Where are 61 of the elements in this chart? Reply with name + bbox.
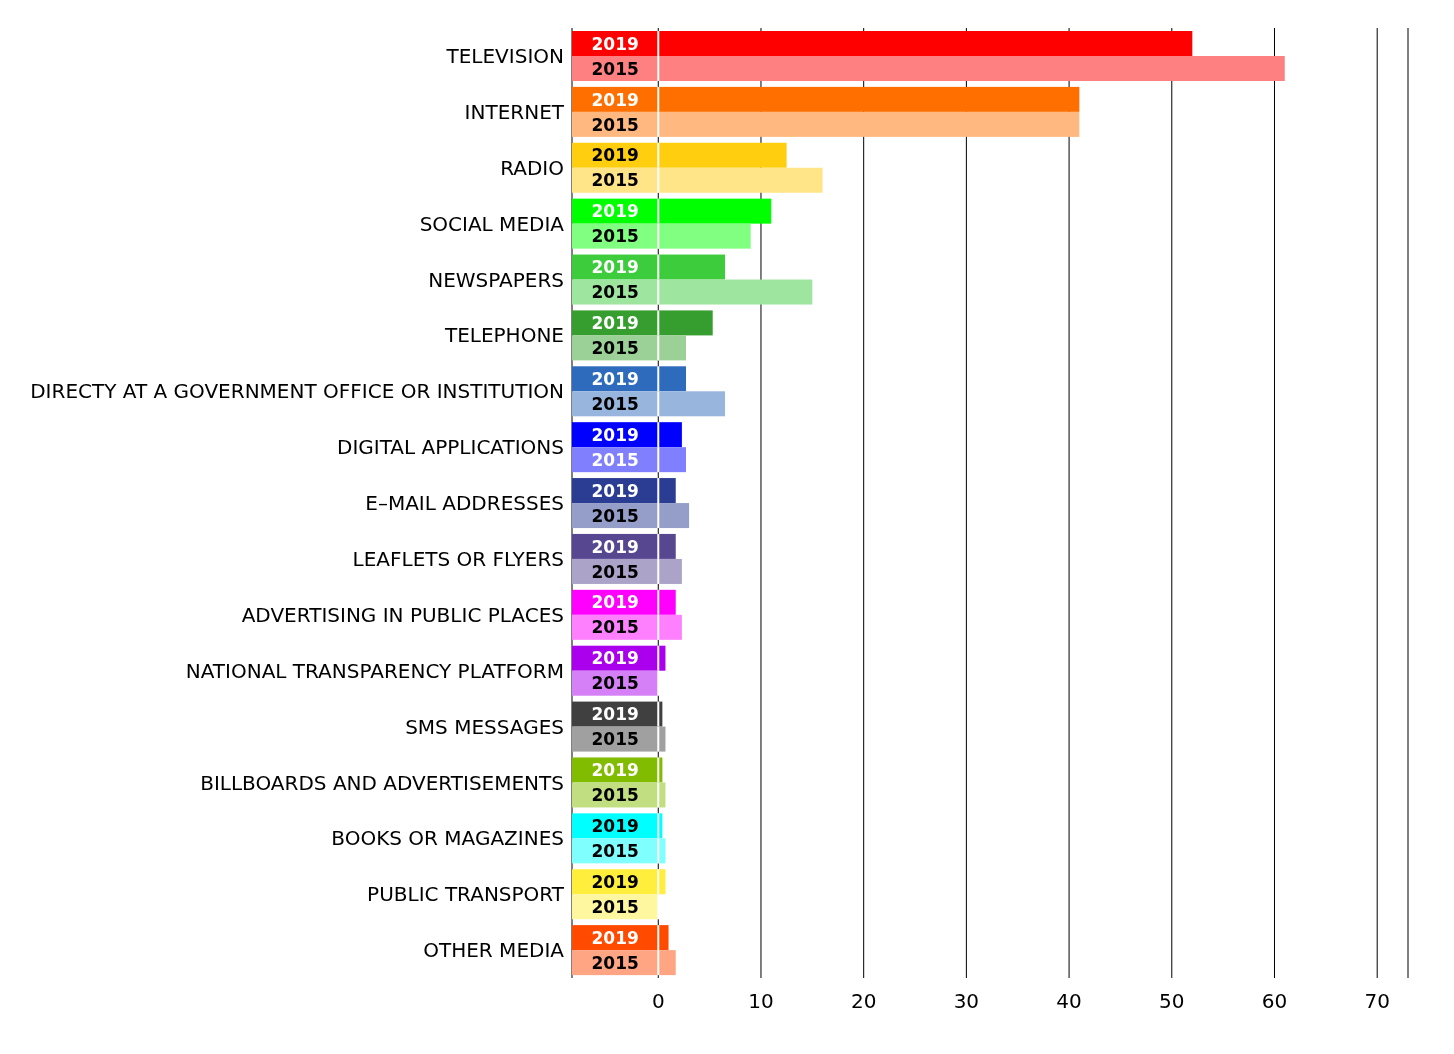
year-tab: 2019 [572,85,660,113]
year-tab: 2019 [572,253,660,281]
series-label: 2015 [591,58,639,79]
y-tick-label: DIGITAL APPLICATIONS [337,435,564,460]
year-tab: 2015 [572,725,660,753]
year-tab: 2015 [572,166,660,194]
year-tab: 2019 [572,477,660,505]
y-tick-label: NEWSPAPERS [428,267,564,292]
year-tab: 2015 [572,949,660,977]
year-tab: 2015 [572,390,660,418]
y-tick-label: RADIO [500,155,564,180]
year-tab: 2019 [572,756,660,784]
y-tick-label: DIRECTY AT A GOVERNMENT OFFICE OR INSTITUTION [30,379,564,404]
y-tick-label: INTERNET [464,99,565,124]
year-tab: 2019 [572,365,660,393]
y-tick-label: SMS MESSAGES [405,714,564,739]
year-tab: 2015 [572,55,660,82]
year-tab: 2015 [572,557,660,585]
year-tab: 2015 [572,222,660,250]
year-tab: 2015 [572,502,660,530]
year-tab: 2019 [572,532,660,560]
series-label: 2019 [591,33,639,54]
year-tab: 2019 [572,588,660,616]
year-tab: 2015 [572,669,660,697]
year-tab: 2015 [572,613,660,641]
x-tick-label: 40 [1056,989,1082,1014]
y-tick-label: BILLBOARDS AND ADVERTISEMENTS [200,770,564,795]
x-tick-label: 60 [1261,989,1288,1014]
year-tab: 2015 [572,893,660,921]
x-tick-label: 20 [850,989,877,1014]
x-tick-label: 0 [651,989,665,1014]
year-tab: 2019 [572,197,660,225]
year-tab: 2015 [572,334,660,362]
year-tab: 2015 [572,110,660,138]
year-tab: 2019 [572,868,660,896]
year-tab: 2019 [572,924,660,952]
x-tick-label: 50 [1159,989,1185,1014]
y-tick-label: PUBLIC TRANSPORT [367,882,565,907]
year-tab: 2015 [572,278,660,306]
year-tab: 2019 [572,30,660,57]
year-tab: 2019 [572,309,660,337]
y-tick-label: OTHER MEDIA [423,938,565,963]
y-tick-label: TELEVISION [445,44,564,69]
y-tick-label: TELEPHONE [443,323,564,348]
year-tab: 2019 [572,812,660,840]
y-tick-label: ADVERTISING IN PUBLIC PLACES [241,602,564,627]
year-tab: 2019 [572,644,660,672]
year-tab: 2019 [572,700,660,728]
y-tick-label: NATIONAL TRANSPARENCY PLATFORM [185,658,564,683]
year-tab: 2015 [572,837,660,865]
y-tick-label: BOOKS OR MAGAZINES [331,826,564,851]
x-tick-label: 30 [953,989,980,1014]
year-tab: 2015 [572,446,660,474]
y-tick-label: SOCIAL MEDIA [419,211,565,236]
year-tab: 2019 [572,141,660,169]
year-tab: 2015 [572,781,660,809]
x-tick-label: 10 [748,989,774,1014]
year-tab: 2019 [572,421,660,449]
y-tick-label: E–MAIL ADDRESSES [365,491,564,516]
y-tick-label: LEAFLETS OR FLYERS [352,546,564,571]
x-tick-label: 70 [1364,989,1390,1014]
